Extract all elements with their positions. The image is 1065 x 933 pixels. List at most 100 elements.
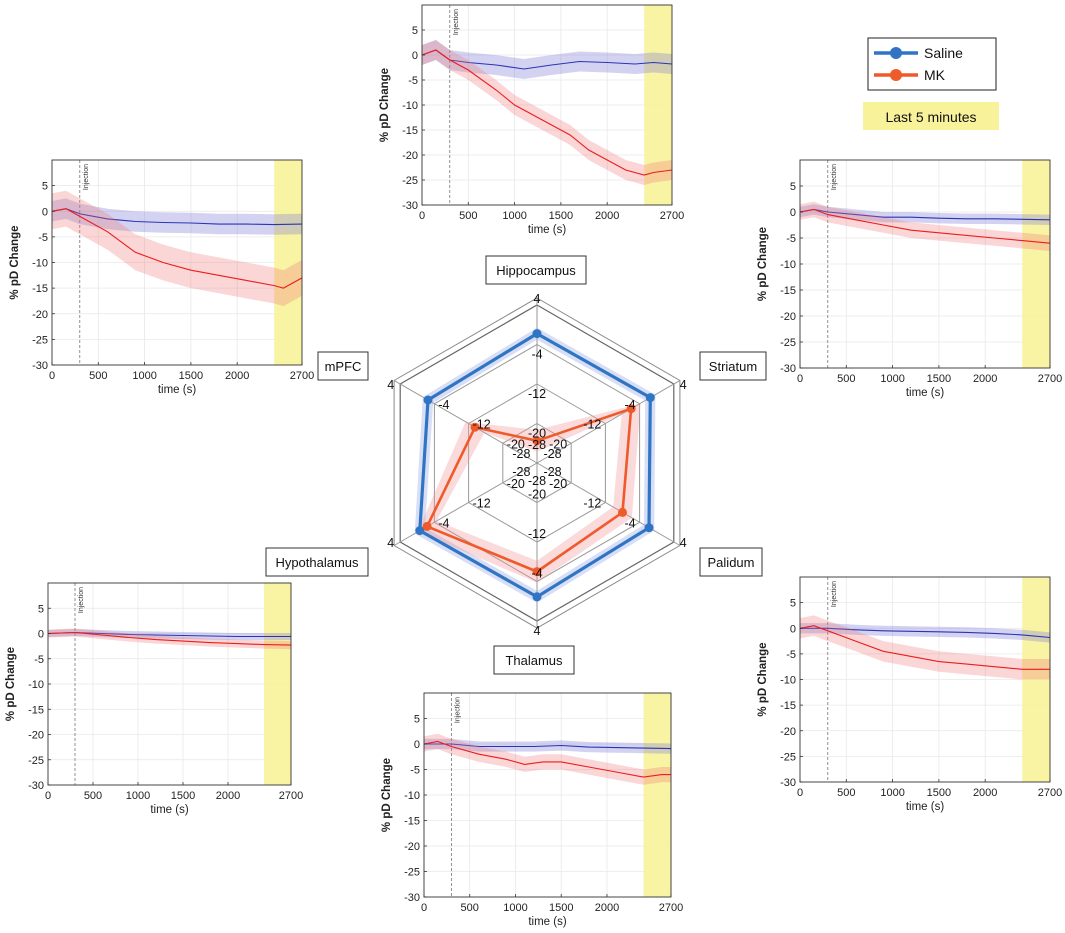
panel-thalamus-last5-highlight [643, 693, 671, 897]
panel-hypothalamus-ytick-label: -30 [28, 780, 44, 792]
panel-mpfc-xtick-label: 2700 [290, 370, 314, 382]
radar-center-label: -28 [528, 474, 546, 488]
radar-point-saline-thalamus [532, 592, 542, 602]
panel-mpfc-ytick-label: -5 [38, 232, 48, 244]
panel-palidum-xtick-label: 1000 [880, 787, 904, 799]
panel-mpfc-ytick-label: -15 [32, 283, 48, 295]
panel-palidum-ytick-label: -5 [786, 649, 796, 661]
panel-hippocampus-xtick-label: 1500 [549, 210, 573, 222]
panel-hippocampus-ytick-label: -5 [408, 75, 418, 87]
panel-mpfc-xtick-label: 2000 [225, 370, 249, 382]
panel-palidum-injection-label: Injection [831, 581, 838, 607]
radar-spoke [536, 462, 681, 546]
radar-point-mk-palidum [618, 507, 627, 517]
radar-center-label: -28 [512, 465, 530, 479]
panel-striatum-last5-highlight [1022, 160, 1050, 368]
panel-palidum-band-mk [800, 615, 1050, 680]
panel-thalamus-xtick-label: 1500 [549, 902, 573, 914]
panel-hypothalamus-xtick-label: 0 [45, 790, 51, 802]
panel-hippocampus-injection-label: Injection [453, 9, 460, 35]
panel-hippocampus-ytick-label: -20 [402, 150, 418, 162]
panel-mpfc-ytick-label: -20 [32, 309, 48, 321]
panel-hippocampus-band-saline [422, 40, 672, 79]
region-label-mpfc: mPFC [317, 351, 369, 381]
panel-hippocampus-ytick-label: 5 [412, 25, 418, 37]
panel-thalamus-ytick-label: 5 [414, 714, 420, 726]
panel-hypothalamus-injection-label: Injection [78, 587, 85, 613]
radar-point-mk-mpfc [470, 422, 480, 432]
region-label-hippocampus: Hippocampus [485, 255, 587, 285]
region-label-box [699, 351, 767, 381]
panel-hippocampus-ytick-label: -30 [402, 200, 418, 212]
radar-ring-label: -4 [438, 516, 449, 530]
panel-hypothalamus-ylabel: % pD Change [5, 647, 17, 721]
radar-point-saline-hypothalamus [415, 526, 425, 536]
region-label-thalamus: Thalamus [493, 645, 575, 675]
region-label-palidum: Palidum [699, 547, 763, 577]
radar-ring-label: -12 [473, 418, 491, 432]
panel-striatum-xtick-label: 2700 [1038, 373, 1062, 385]
panel-hypothalamus-xtick-label: 1000 [126, 790, 150, 802]
radar-ring-label: -12 [528, 527, 546, 541]
radar-ring-label: -4 [624, 398, 635, 412]
panel-mpfc-series-saline [51, 208, 303, 226]
panel-mpfc-xtick-label: 0 [49, 370, 55, 382]
legend-saline-label: Saline [924, 45, 963, 61]
radar-spoke [393, 380, 538, 464]
panel-hippocampus-ytick-label: -15 [402, 125, 418, 137]
panel-hippocampus-band-mk [422, 40, 672, 185]
panel-striatum-ytick-label: -10 [780, 259, 796, 271]
panel-hypothalamus-xtick-label: 2700 [279, 790, 303, 802]
legend-box [867, 37, 997, 91]
panel-striatum-ytick-label: -5 [786, 233, 796, 245]
region-label-striatum: Striatum [699, 351, 767, 381]
panel-palidum-ytick-label: -15 [780, 700, 796, 712]
radar-point-saline-hippocampus [532, 329, 542, 339]
panel-hypothalamus-ytick-label: -15 [28, 704, 44, 716]
panel-palidum-xtick-label: 2000 [973, 787, 997, 799]
panel-palidum-series-mk [799, 625, 1050, 670]
radar-ring-label: -20 [528, 427, 546, 441]
panel-palidum-xtick-label: 0 [797, 787, 803, 799]
panel-mpfc-band-mk [52, 190, 302, 307]
region-label-box [265, 547, 369, 577]
panel-palidum-xtick-label: 2700 [1038, 787, 1062, 799]
panel-thalamus-ytick-label: 0 [414, 739, 420, 751]
radar-chart: 444444-4-4-4-4-4-4-12-12-12-12-12-12-20-… [265, 255, 767, 675]
radar-spoke [536, 380, 681, 464]
panel-hypothalamus-band-saline [48, 629, 291, 641]
panel-striatum-injection-label: Injection [831, 164, 838, 190]
panel-hypothalamus-series-mk [47, 631, 292, 646]
panel-thalamus-xtick-label: 1000 [503, 902, 527, 914]
radar-ring-label: -4 [624, 516, 635, 530]
panel-thalamus-injection-label: Injection [454, 697, 461, 723]
panel-hypothalamus-xtick-label: 500 [84, 790, 102, 802]
region-label-text: Palidum [708, 555, 755, 570]
radar-ring-label: 4 [387, 536, 394, 550]
legend-saline-marker [890, 47, 902, 59]
panel-hippocampus-xtick-label: 0 [419, 210, 425, 222]
panel-thalamus-ytick-label: -15 [404, 816, 420, 828]
radar-ring-label: -12 [528, 387, 546, 401]
radar-point-mk-hippocampus [532, 436, 542, 446]
panel-thalamus-series-mk [423, 740, 671, 778]
panel-hypothalamus-last5-highlight [264, 583, 291, 785]
panel-hypothalamus-ytick-label: -10 [28, 679, 44, 691]
radar-ring-label: -12 [583, 497, 601, 511]
panel-thalamus-ytick-label: -25 [404, 867, 420, 879]
region-label-box [317, 351, 369, 381]
last5-badge [863, 102, 999, 130]
radar-ring-label: 4 [680, 536, 687, 550]
panel-thalamus-xtick-label: 500 [461, 902, 479, 914]
panel-mpfc-xtick-label: 1500 [179, 370, 203, 382]
panel-striatum-ytick-label: -20 [780, 311, 796, 323]
radar-ring-label: -20 [549, 477, 567, 491]
panel-hypothalamus-xtick-label: 1500 [171, 790, 195, 802]
region-label-text: Hippocampus [496, 263, 576, 278]
panel-mpfc-xlabel: time (s) [158, 384, 197, 396]
radar-ring-label: 4 [680, 378, 687, 392]
